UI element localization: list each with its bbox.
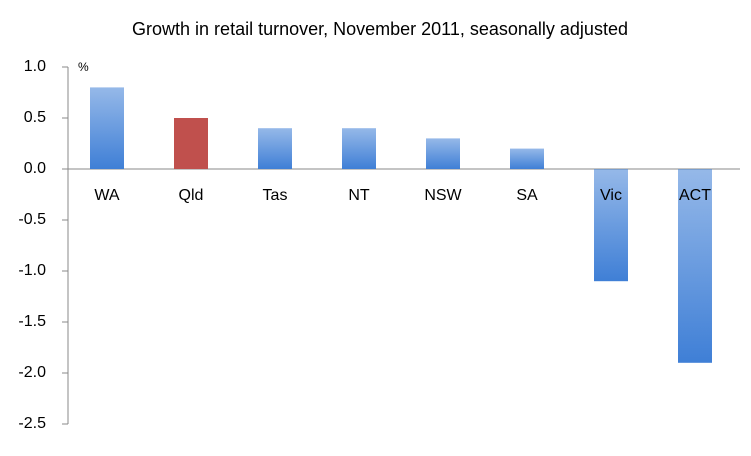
bar xyxy=(678,169,712,363)
x-tick-label: Vic xyxy=(600,187,622,204)
x-tick-label: Qld xyxy=(179,187,204,204)
y-unit: % xyxy=(78,60,89,74)
chart-title: Growth in retail turnover, November 2011… xyxy=(132,19,628,39)
x-tick-label: WA xyxy=(94,187,120,204)
x-tick-label: NSW xyxy=(424,187,462,204)
bar xyxy=(510,148,544,169)
bar xyxy=(426,138,460,169)
bar xyxy=(258,128,292,169)
y-tick-label: -2.0 xyxy=(18,364,46,381)
x-tick-label: ACT xyxy=(679,187,711,204)
y-tick-label: -0.5 xyxy=(18,211,46,228)
y-tick-label: -1.5 xyxy=(18,313,46,330)
y-tick-label: 0.0 xyxy=(24,160,46,177)
bar xyxy=(174,118,208,169)
y-tick-label: 1.0 xyxy=(24,58,46,75)
x-tick-label: Tas xyxy=(263,187,288,204)
y-tick-label: 0.5 xyxy=(24,109,46,126)
bar xyxy=(90,87,124,169)
bar xyxy=(594,169,628,282)
bar xyxy=(342,128,376,169)
x-tick-label: NT xyxy=(348,187,370,204)
y-tick-label: -1.0 xyxy=(18,262,46,279)
y-tick-label: -2.5 xyxy=(18,415,46,432)
x-tick-label: SA xyxy=(516,187,538,204)
